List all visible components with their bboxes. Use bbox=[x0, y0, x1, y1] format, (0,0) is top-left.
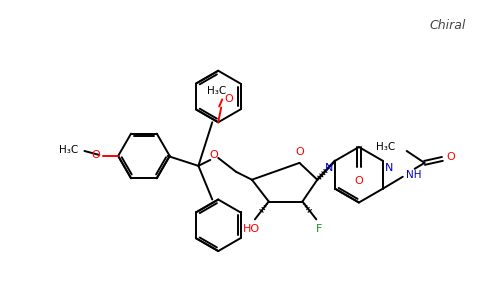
Text: Chiral: Chiral bbox=[430, 19, 466, 32]
Text: N: N bbox=[385, 163, 393, 173]
Text: O: O bbox=[446, 152, 455, 162]
Text: F: F bbox=[316, 224, 322, 234]
Text: N: N bbox=[325, 163, 333, 173]
Text: HO: HO bbox=[243, 224, 260, 234]
Text: O: O bbox=[209, 150, 218, 160]
Text: H₃C: H₃C bbox=[376, 142, 395, 152]
Text: O: O bbox=[224, 94, 233, 104]
Text: O: O bbox=[355, 176, 363, 186]
Text: H₃C: H₃C bbox=[207, 85, 226, 96]
Text: O: O bbox=[91, 150, 100, 160]
Text: H₃C: H₃C bbox=[59, 145, 78, 155]
Text: O: O bbox=[295, 147, 304, 157]
Text: NH: NH bbox=[406, 170, 421, 180]
